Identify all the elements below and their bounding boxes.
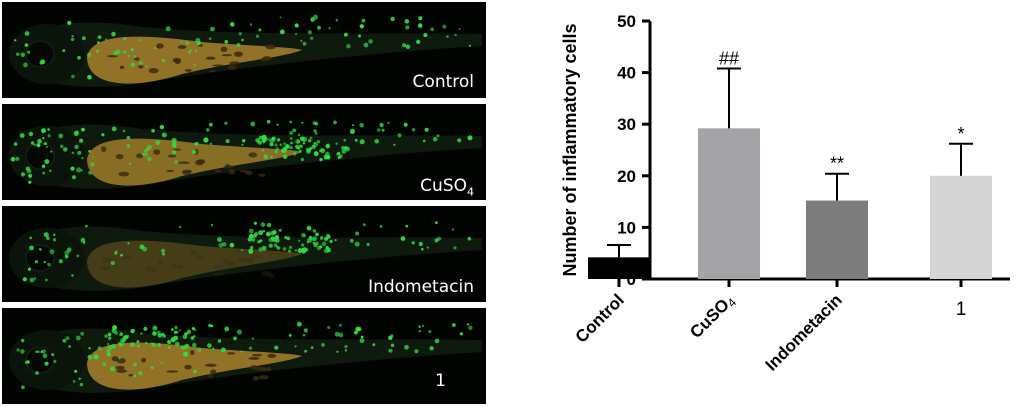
bar (930, 175, 992, 279)
panel-label: 1 (435, 371, 446, 391)
significance-label: * (957, 124, 964, 144)
panel-label: CuSO4 (420, 176, 474, 199)
y-tick-label: 30 (617, 115, 636, 134)
zebrafish-image (9, 321, 482, 393)
fluorescence-image-panels: Control CuSO4 Indometacin 1 (0, 0, 488, 407)
panel-control: Control (2, 2, 486, 98)
significance-label: ** (830, 154, 844, 174)
x-tick-label: Indometacin (762, 290, 846, 374)
y-tick-label: 0 (627, 270, 636, 289)
zebrafish-image (9, 221, 482, 291)
y-axis-title: Number of inflammatory cells (560, 23, 580, 276)
x-tick-label: Control (572, 290, 628, 346)
panel-label: Indometacin (368, 277, 474, 297)
x-tick-label: CuSO4 (686, 290, 739, 343)
y-tick-label: 10 (617, 218, 636, 237)
zebrafish-image (9, 120, 482, 189)
panel-indometacin: Indometacin (2, 206, 486, 302)
zebrafish-image (9, 14, 482, 87)
panel-cuso4: CuSO4 (2, 104, 486, 200)
bar (806, 200, 868, 279)
x-tick-label: 1 (956, 299, 967, 320)
bar-chart: 0 10 20 30 40 50 Number of inflammatory cells C… (560, 12, 1010, 375)
significance-label: ## (719, 48, 739, 68)
panel-label: Control (412, 72, 474, 92)
bar (588, 257, 650, 279)
y-tick-label: 20 (617, 167, 636, 186)
y-tick-label: 40 (617, 64, 636, 83)
panel-compound-1: 1 (2, 308, 486, 404)
bar (698, 128, 760, 279)
y-tick-label: 50 (617, 12, 636, 31)
